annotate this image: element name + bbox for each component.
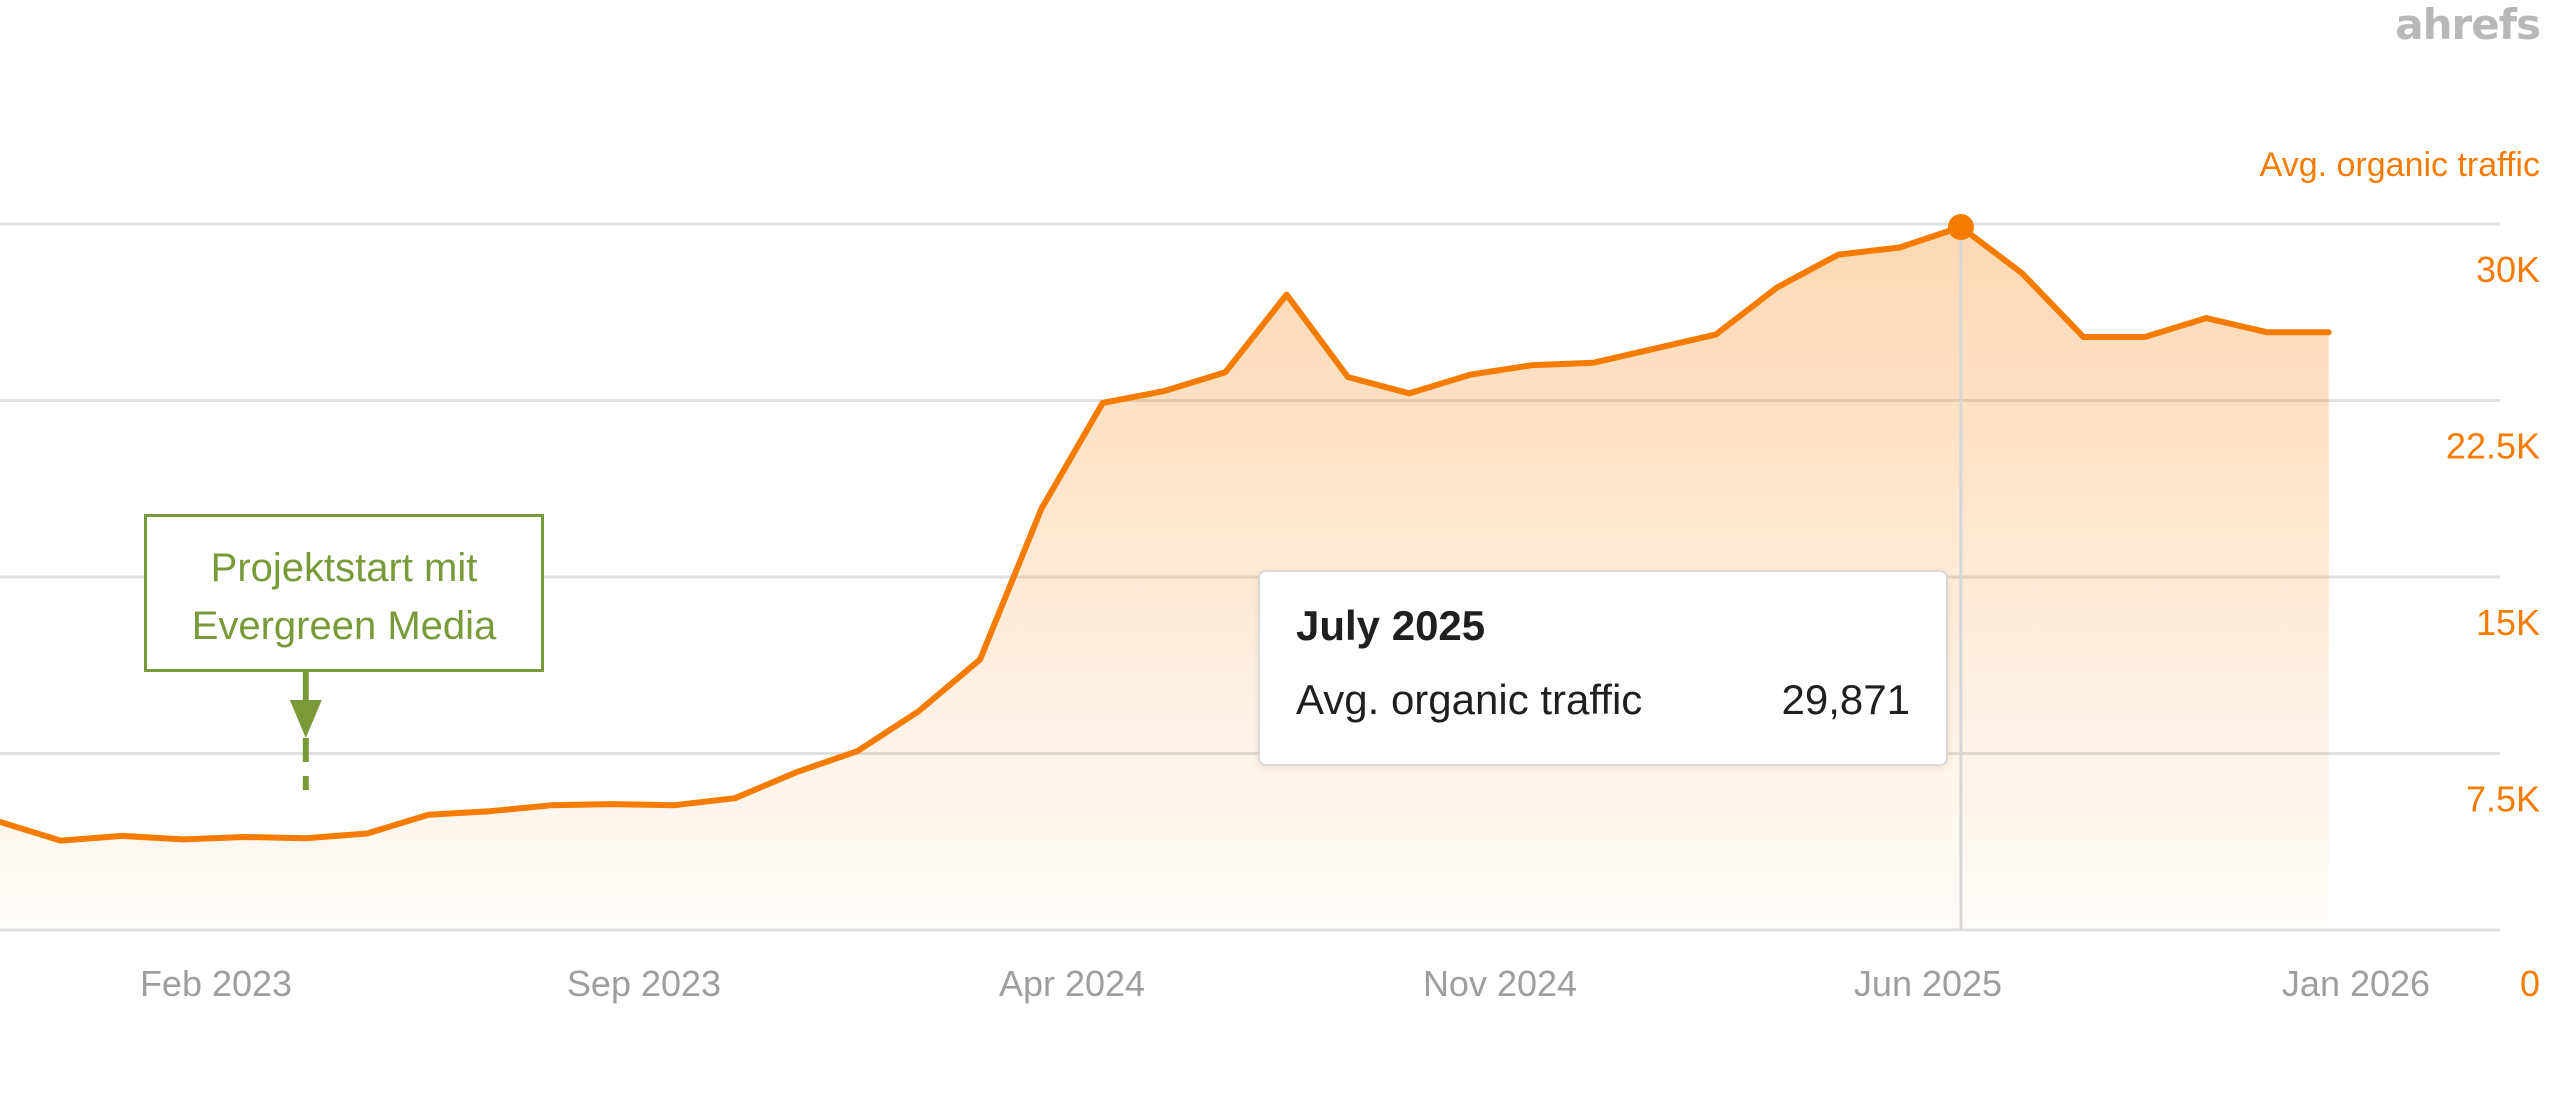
data-point[interactable] xyxy=(302,834,310,842)
data-point[interactable] xyxy=(118,832,126,840)
data-point[interactable] xyxy=(1528,361,1536,369)
data-point[interactable] xyxy=(424,811,432,819)
highlight-point[interactable] xyxy=(1947,214,1974,241)
tooltip-row: Avg. organic traffic 29,871 xyxy=(1296,676,1910,724)
data-point[interactable] xyxy=(2325,328,2333,336)
data-point[interactable] xyxy=(1834,251,1842,259)
annotation-arrow-icon xyxy=(289,672,322,790)
data-point[interactable] xyxy=(57,837,65,845)
data-point[interactable] xyxy=(1221,368,1229,376)
x-tick-label: Jan 2026 xyxy=(2282,963,2430,1004)
x-tick-label: Sep 2023 xyxy=(567,963,721,1004)
data-point[interactable] xyxy=(2202,314,2210,322)
data-point[interactable] xyxy=(670,801,678,809)
data-point[interactable] xyxy=(363,830,371,838)
data-point[interactable] xyxy=(179,835,187,843)
data-point[interactable] xyxy=(547,801,555,809)
tooltip-title: July 2025 xyxy=(1296,602,1486,649)
data-point[interactable] xyxy=(1405,389,1413,397)
data-point[interactable] xyxy=(854,747,862,755)
data-point[interactable] xyxy=(241,833,249,841)
y-tick-label: 15K xyxy=(2476,602,2540,643)
chart-tooltip: July 2025 Avg. organic traffic 29,871 xyxy=(1258,570,1948,766)
tooltip-label: Avg. organic traffic xyxy=(1296,676,1643,723)
x-tick-label: Feb 2023 xyxy=(140,963,292,1004)
data-point[interactable] xyxy=(1099,399,1107,407)
ahrefs-logo: ahrefs xyxy=(2395,0,2541,49)
y-tick-label: 7.5K xyxy=(2466,779,2540,820)
data-point[interactable] xyxy=(1467,371,1475,379)
y-tick-label: 22.5K xyxy=(2446,426,2540,467)
data-point[interactable] xyxy=(915,707,923,715)
x-tick-label: Apr 2024 xyxy=(999,963,1145,1004)
annotation-line-1: Projektstart mit xyxy=(210,546,478,590)
traffic-line xyxy=(0,224,2332,844)
y-tick-label: 30K xyxy=(2476,249,2540,290)
data-point[interactable] xyxy=(2263,328,2271,336)
x-axis-ticks: Feb 2023 Sep 2023 Apr 2024 Nov 2024 Jun 2025… xyxy=(140,963,2430,1004)
project-start-annotation: Projektstart mit Evergreen Media xyxy=(144,514,544,672)
data-point[interactable] xyxy=(731,794,739,802)
data-point[interactable] xyxy=(1160,387,1168,395)
data-point[interactable] xyxy=(608,800,616,808)
data-point[interactable] xyxy=(1712,331,1720,339)
y-axis-ticks: 0 7.5K 15K 22.5K 30K xyxy=(2446,249,2540,1004)
x-tick-label: Nov 2024 xyxy=(1423,963,1577,1004)
data-point[interactable] xyxy=(1650,345,1658,353)
data-point[interactable] xyxy=(1773,284,1781,292)
data-point[interactable] xyxy=(486,807,494,815)
data-point[interactable] xyxy=(2141,333,2149,341)
data-point[interactable] xyxy=(976,655,984,663)
data-point[interactable] xyxy=(1344,373,1352,381)
x-tick-label: Jun 2025 xyxy=(1854,963,2002,1004)
data-point[interactable] xyxy=(2080,333,2088,341)
tooltip-value: 29,871 xyxy=(1781,676,1910,723)
data-point[interactable] xyxy=(2018,269,2026,277)
data-point[interactable] xyxy=(1896,244,1904,252)
data-point[interactable] xyxy=(1589,359,1597,367)
data-point[interactable] xyxy=(1037,505,1045,513)
data-point[interactable] xyxy=(1283,291,1291,299)
annotation-line-2: Evergreen Media xyxy=(191,604,497,648)
data-point[interactable] xyxy=(792,768,800,776)
series-axis-title: Avg. organic traffic xyxy=(2259,146,2540,184)
y-tick-label: 0 xyxy=(2520,963,2540,1004)
